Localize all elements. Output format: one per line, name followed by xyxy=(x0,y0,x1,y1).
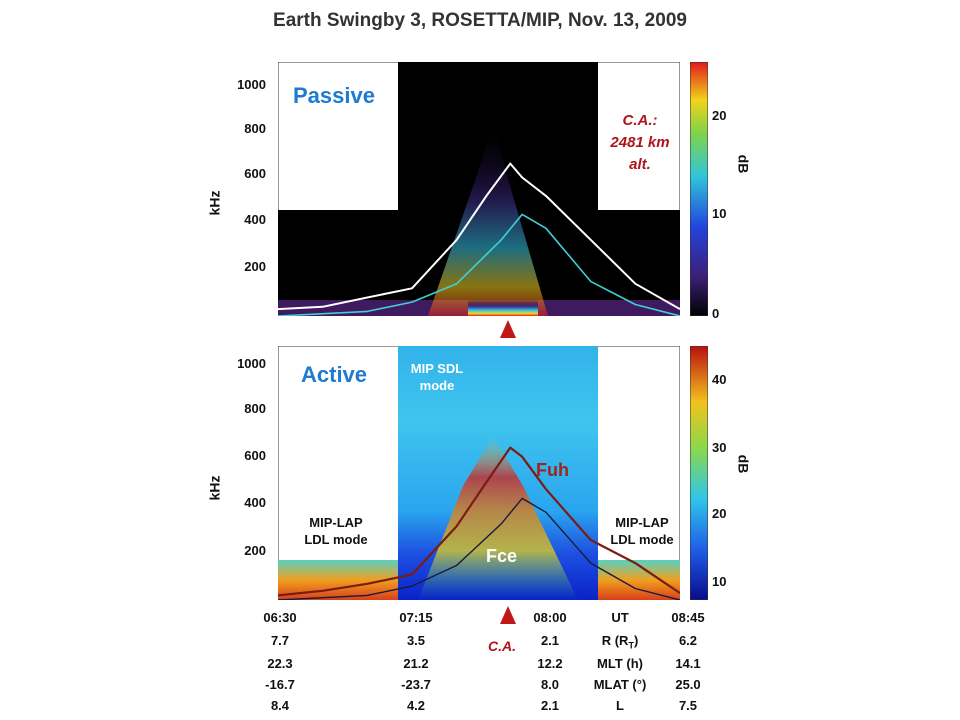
mlt-value-0: 22.3 xyxy=(267,656,293,671)
passive-emission-core xyxy=(428,122,548,316)
passive-ylabel: kHz xyxy=(206,190,223,216)
mlt-row-label: MLT (h) xyxy=(597,656,643,671)
active-emission-core xyxy=(418,436,578,600)
mip-lap-left-line-2: LDL mode xyxy=(304,532,368,547)
mip-lap-left-label: MIP-LAP LDL mode xyxy=(288,514,384,548)
passive-cb-label: dB xyxy=(735,154,752,174)
r-label-sub: T xyxy=(628,640,634,651)
ca-note-line-1: C.A.: xyxy=(622,112,658,129)
mlt-value-1: 21.2 xyxy=(403,656,429,671)
passive-panel xyxy=(278,62,680,316)
l-value-2: 2.1 xyxy=(540,698,560,713)
r-value-1: 3.5 xyxy=(406,633,426,648)
active-ytick-400: 400 xyxy=(244,495,266,510)
mip-sdl-line-2: mode xyxy=(419,378,455,393)
passive-colorbar xyxy=(690,62,708,316)
figure-title: Earth Swingby 3, ROSETTA/MIP, Nov. 13, 2… xyxy=(273,10,687,31)
active-ytick-800: 800 xyxy=(244,401,266,416)
active-panel xyxy=(278,346,680,600)
l-value-3: 7.5 xyxy=(678,698,698,713)
active-cb-tick-30: 30 xyxy=(712,440,727,455)
passive-ytick-600: 600 xyxy=(244,166,266,181)
l-row-label: L xyxy=(616,698,624,713)
active-fuh-line xyxy=(278,446,680,597)
passive-ytick-200: 200 xyxy=(244,259,266,274)
l-value-1: 4.2 xyxy=(406,698,426,713)
mlat-value-0: -16.7 xyxy=(265,677,295,692)
active-cb-tick-40: 40 xyxy=(712,372,727,387)
active-fce-line xyxy=(278,497,680,600)
active-ytick-600: 600 xyxy=(244,448,266,463)
mlt-value-3: 14.1 xyxy=(675,656,701,671)
passive-cb-tick-0: 0 xyxy=(712,306,720,321)
passive-ytick-400: 400 xyxy=(244,212,266,227)
passive-label: Passive xyxy=(293,83,375,108)
active-ytick-1000: 1000 xyxy=(237,356,266,371)
passive-black-block-right xyxy=(598,210,680,316)
mlt-value-2: 12.2 xyxy=(537,656,563,671)
passive-cb-tick-10: 10 xyxy=(712,206,727,221)
r-label-text: R (R xyxy=(601,633,629,648)
passive-black-block-left xyxy=(278,210,398,316)
unit-ut: UT xyxy=(611,610,629,625)
mlat-value-3: 25.0 xyxy=(675,677,701,692)
active-colorbar xyxy=(690,346,708,600)
mip-lap-right-line-1: MIP-LAP xyxy=(615,515,669,530)
active-label: Active xyxy=(301,362,368,387)
ca-altitude-note: C.A.: 2481 km alt. xyxy=(598,110,682,176)
active-cb-label: dB xyxy=(735,454,752,474)
r-row-label: R (RT) xyxy=(580,633,660,651)
time-1: 07:15 xyxy=(399,610,433,625)
r-value-2: 2.1 xyxy=(540,633,560,648)
time-0: 06:30 xyxy=(263,610,297,625)
passive-ytick-1000: 1000 xyxy=(237,77,266,92)
l-value-0: 8.4 xyxy=(270,698,290,713)
fce-label: Fce xyxy=(486,546,518,566)
r-value-0: 7.7 xyxy=(270,633,290,648)
active-ytick-200: 200 xyxy=(244,543,266,558)
fuh-label: Fuh xyxy=(536,460,569,480)
mip-lap-right-label: MIP-LAP LDL mode xyxy=(594,514,690,548)
time-3: 08:45 xyxy=(671,610,705,625)
ca-note-line-3: alt. xyxy=(629,156,651,173)
mip-sdl-mode-label: MIP SDL mode xyxy=(396,360,478,394)
r-label-tail: ) xyxy=(633,633,639,648)
mlat-row-label: MLAT (°) xyxy=(593,677,647,692)
mip-sdl-line-1: MIP SDL xyxy=(410,361,464,376)
passive-cb-tick-20: 20 xyxy=(712,108,727,123)
passive-gyro-frequency-line xyxy=(278,213,680,316)
mlat-value-2: 8.0 xyxy=(540,677,560,692)
ca-marker-bottom xyxy=(500,606,516,624)
ca-label: C.A. xyxy=(488,638,516,654)
active-cb-tick-10: 10 xyxy=(712,574,727,589)
active-ylabel: kHz xyxy=(206,475,223,501)
ca-marker-top xyxy=(500,320,516,338)
mlat-value-1: -23.7 xyxy=(401,677,431,692)
passive-ytick-800: 800 xyxy=(244,121,266,136)
r-value-3: 6.2 xyxy=(678,633,698,648)
passive-upper-hybrid-line xyxy=(278,162,680,311)
mip-lap-right-line-2: LDL mode xyxy=(610,532,674,547)
time-2: 08:00 xyxy=(533,610,567,625)
mip-lap-left-line-1: MIP-LAP xyxy=(309,515,363,530)
passive-hot-band xyxy=(468,300,538,316)
active-cb-tick-20: 20 xyxy=(712,506,727,521)
ca-note-line-2: 2481 km xyxy=(610,134,670,151)
